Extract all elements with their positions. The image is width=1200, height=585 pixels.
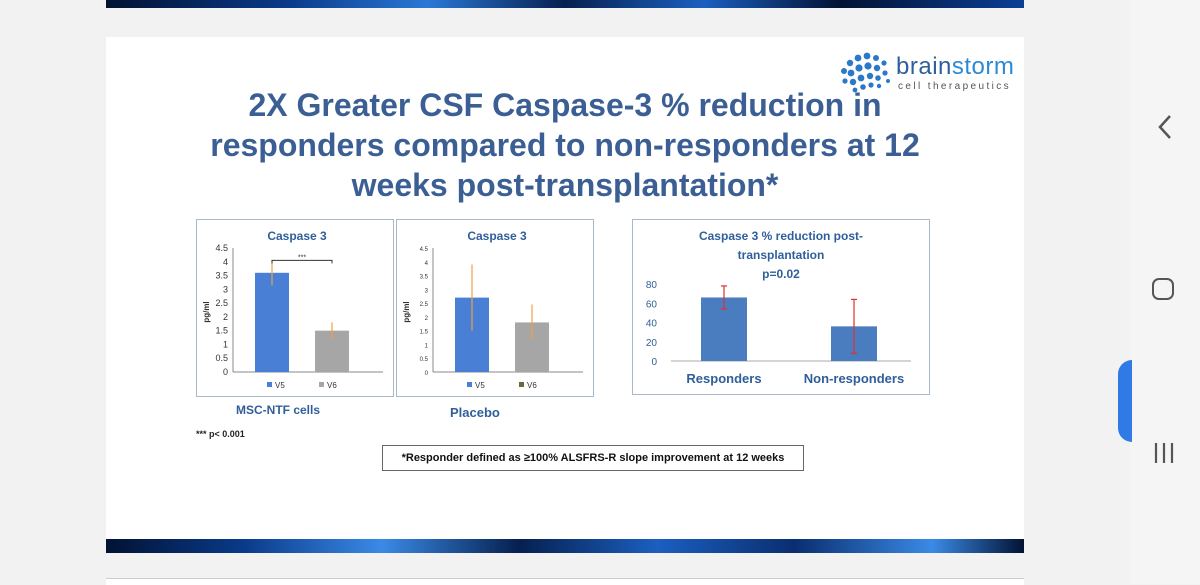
- placebo-chart-ytick: 2: [425, 316, 429, 322]
- msc-chart-ytick: 3: [223, 284, 228, 294]
- msc-chart-panel: Caspase 3 pg/ml 0 0.5 1 1.5 2 2.5 3 3.5 4 4.5 *** V5 V…: [196, 219, 394, 397]
- significance-note: *** p< 0.001: [196, 429, 245, 439]
- reduction-chart: Caspase 3 % reduction post-transplantati…: [646, 229, 911, 386]
- placebo-chart-title: Caspase 3: [467, 229, 527, 243]
- msc-chart-ytick: 1: [223, 339, 228, 349]
- recent-apps-icon[interactable]: [1152, 441, 1176, 465]
- reduction-chart-title-line-2: transplantation: [738, 248, 825, 262]
- reduction-chart-ytick: 80: [646, 280, 658, 291]
- placebo-chart-ytick: 4: [425, 261, 429, 267]
- msc-chart-legend-swatch: [319, 382, 324, 387]
- placebo-chart-legend-swatch: [519, 382, 524, 387]
- reduction-chart-ytick: 40: [646, 319, 658, 330]
- reduction-chart-ytick: 20: [646, 338, 658, 349]
- top-video-strip: [106, 0, 1024, 8]
- edge-panel-handle[interactable]: [1118, 360, 1132, 442]
- slide-title-line-3: weeks post-transplantation*: [351, 167, 779, 203]
- msc-chart-legend-label: V5: [275, 381, 285, 390]
- msc-chart-ytick: 2.5: [215, 298, 228, 308]
- placebo-chart-panel: Caspase 3 pg/ml 0 0.5 1 1.5 2 2.5 3 3.5 4 4.5 V5 V6: [396, 219, 594, 397]
- msc-chart-significance-bracket: [271, 259, 333, 264]
- msc-chart-ylabel: pg/ml: [202, 301, 211, 322]
- reduction-chart-category-label: Responders: [686, 371, 761, 386]
- back-chevron-icon[interactable]: [1152, 112, 1178, 142]
- next-content-edge: [106, 578, 1024, 585]
- reduction-chart-panel: Caspase 3 % reduction post-transplantati…: [632, 219, 930, 395]
- placebo-chart-ytick: 3: [425, 288, 429, 294]
- placebo-chart-legend-swatch: [467, 382, 472, 387]
- logo-word-storm: storm: [951, 53, 1015, 80]
- responder-definition-box: *Responder defined as ≥100% ALSFRS-R slo…: [382, 445, 804, 471]
- msc-chart-ytick: 4.5: [215, 243, 228, 253]
- msc-chart-ytick: 0: [223, 367, 228, 377]
- msc-chart-ytick: 3.5: [215, 271, 228, 281]
- msc-chart-legend-swatch: [267, 382, 272, 387]
- msc-chart-title: Caspase 3: [267, 229, 327, 243]
- slide-title-line-2: responders compared to non-responders at…: [210, 127, 920, 163]
- msc-caspase-chart: Caspase 3 pg/ml 0 0.5 1 1.5 2 2.5 3 3.5 4 4.5 *** V5 V…: [202, 229, 383, 390]
- placebo-chart-ytick: 1.5: [420, 330, 429, 336]
- placebo-chart-ytick: 4.5: [420, 247, 429, 253]
- presentation-slide: 2X Greater CSF Caspase-3 % reduction in …: [106, 37, 1024, 539]
- msc-chart-ytick: 1.5: [215, 326, 228, 336]
- placebo-chart-legend-label: V6: [527, 381, 537, 390]
- reduction-chart-subtitle: p=0.02: [762, 267, 800, 281]
- msc-chart-ytick: 4: [223, 257, 228, 267]
- reduction-chart-category-label: Non-responders: [804, 371, 904, 386]
- placebo-caption: Placebo: [450, 405, 500, 420]
- placebo-chart-ytick: 0: [425, 371, 429, 377]
- msc-chart-ytick: 2: [223, 312, 228, 322]
- logo-word-brain: brain: [896, 53, 952, 80]
- msc-chart-bar-v5: [255, 272, 289, 372]
- android-nav-bar: [1130, 0, 1200, 584]
- msc-chart-significance-marker: ***: [298, 254, 306, 261]
- logo-wordmark: brainstorm: [896, 53, 1014, 81]
- brainstorm-logo-icon: [841, 52, 890, 93]
- placebo-chart-ytick: 1: [425, 343, 429, 349]
- reduction-chart-ytick: 60: [646, 299, 658, 310]
- slide-title-line-1: 2X Greater CSF Caspase-3 % reduction in: [248, 87, 882, 123]
- logo-subtitle: cell therapeutics: [898, 81, 1012, 92]
- placebo-chart-ytick: 2.5: [420, 302, 429, 308]
- placebo-chart-ylabel: pg/ml: [402, 301, 411, 322]
- placebo-chart-ytick: 3.5: [420, 275, 429, 281]
- placebo-caspase-chart: Caspase 3 pg/ml 0 0.5 1 1.5 2 2.5 3 3.5 4 4.5 V5 V6: [402, 229, 583, 390]
- msc-caption: MSC-NTF cells: [236, 403, 321, 417]
- reduction-chart-ytick: 0: [651, 357, 657, 368]
- placebo-chart-ytick: 0.5: [420, 357, 429, 363]
- reduction-chart-title-line-1: Caspase 3 % reduction post-: [699, 229, 863, 243]
- placebo-chart-legend-label: V5: [475, 381, 485, 390]
- msc-chart-legend-label: V6: [327, 381, 337, 390]
- msc-chart-ytick: 0.5: [215, 353, 228, 363]
- bottom-video-strip: [106, 539, 1024, 553]
- home-button-icon[interactable]: [1152, 278, 1174, 300]
